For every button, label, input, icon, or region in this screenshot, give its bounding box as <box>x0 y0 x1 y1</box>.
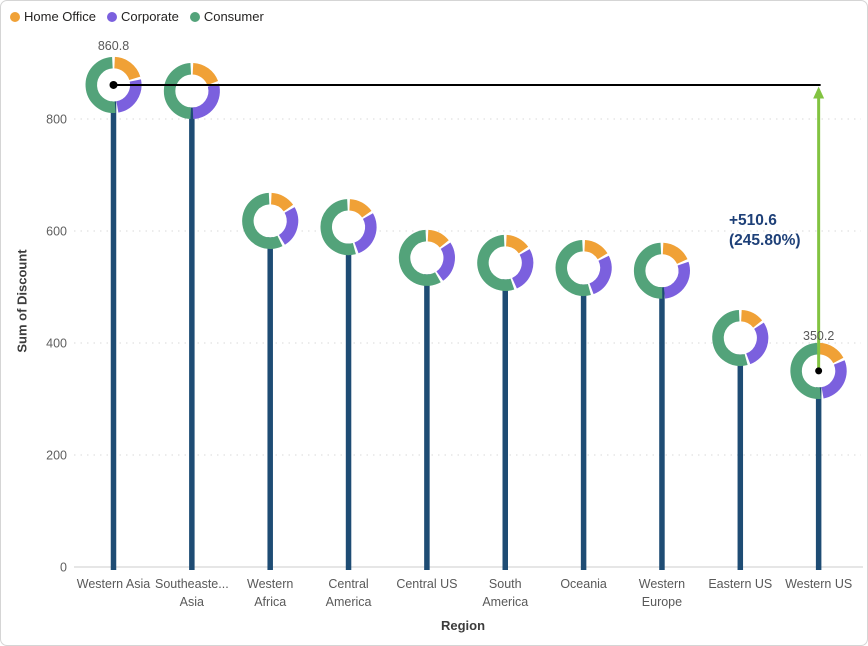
x-category-label-oceania: Oceania <box>560 577 607 591</box>
y-tick-label-200: 200 <box>46 449 67 463</box>
donut-segment-home-office-oceania[interactable] <box>583 239 608 260</box>
donut-segment-home-office-central-us[interactable] <box>427 229 449 248</box>
donut-hole <box>410 241 444 275</box>
donut-segment-consumer-western-africa[interactable] <box>242 192 283 249</box>
y-tick-label-0: 0 <box>60 561 67 575</box>
data-label-max: 860.8 <box>98 39 129 53</box>
min-point-dot <box>815 367 823 375</box>
donut-segment-home-office-western-africa[interactable] <box>270 192 294 212</box>
donut-segment-corporate-oceania[interactable] <box>589 255 612 295</box>
donut-segment-corporate-western-us[interactable] <box>821 360 847 399</box>
x-category-label-central-us: Central US <box>396 577 457 591</box>
legend-dot-consumer-icon <box>189 12 200 22</box>
donut-segment-consumer-southeastern-asia[interactable] <box>163 62 192 120</box>
legend-dot-home-office-icon <box>10 12 20 22</box>
x-category-label-eastern-us: Eastern US <box>708 577 772 591</box>
legend-label-home-office: Home Office <box>24 9 97 24</box>
donut-segment-home-office-south-america[interactable] <box>505 234 529 254</box>
donut-segment-consumer-central-us[interactable] <box>398 229 441 286</box>
legend-label-corporate: Corporate <box>121 9 179 24</box>
annotation-delta-value: +510.6 <box>729 212 777 229</box>
donut-segment-home-office-western-asia[interactable] <box>113 56 141 81</box>
x-axis-title: Region <box>440 618 486 633</box>
x-category-label-western-us: Western US <box>785 577 852 591</box>
y-tick-label-600: 600 <box>46 225 67 239</box>
donut-segment-corporate-central-america[interactable] <box>354 213 377 254</box>
donut-segment-corporate-western-europe[interactable] <box>663 261 690 299</box>
donut-hole <box>723 321 757 355</box>
donut-segment-home-office-eastern-us[interactable] <box>740 309 763 328</box>
data-label-min: 350.2 <box>803 329 834 343</box>
donut-hole <box>175 74 209 108</box>
legend: Home Office Corporate Consumer <box>10 9 264 25</box>
legend-item-home-office[interactable]: Home Office <box>10 9 96 25</box>
donut-segment-consumer-western-us[interactable] <box>790 342 821 399</box>
donut-segment-consumer-western-europe[interactable] <box>633 242 663 299</box>
legend-item-corporate[interactable]: Corporate <box>107 9 179 25</box>
donut-segment-home-office-western-europe[interactable] <box>662 242 688 265</box>
donut-segment-consumer-western-asia[interactable] <box>85 56 116 113</box>
donut-segment-corporate-eastern-us[interactable] <box>745 322 769 365</box>
donut-segment-consumer-eastern-us[interactable] <box>712 309 748 366</box>
donut-segment-corporate-southeastern-asia[interactable] <box>192 83 220 120</box>
donut-segment-home-office-central-america[interactable] <box>348 199 372 218</box>
donut-hole <box>332 210 366 244</box>
y-tick-label-400: 400 <box>46 337 67 351</box>
donut-segment-corporate-south-america[interactable] <box>511 249 534 289</box>
delta-arrow-head <box>813 86 825 99</box>
donut-hole <box>488 246 522 280</box>
donut-segment-consumer-central-america[interactable] <box>320 199 356 256</box>
x-category-label-southeastern-asia: Southeaste... Asia <box>155 577 229 609</box>
y-tick-label-800: 800 <box>46 113 67 127</box>
donut-hole <box>645 254 679 288</box>
legend-dot-corporate-icon <box>107 12 118 22</box>
x-category-label-central-america: Central America <box>326 577 372 609</box>
x-category-label-western-europe: Western Europe <box>639 577 685 609</box>
donut-hole <box>567 251 601 285</box>
donut-segment-home-office-southeastern-asia[interactable] <box>192 62 219 86</box>
donut-segment-corporate-western-africa[interactable] <box>278 207 299 245</box>
donut-segment-home-office-western-us[interactable] <box>819 342 844 364</box>
legend-label-consumer: Consumer <box>203 9 264 24</box>
max-point-dot <box>109 80 118 89</box>
donut-segment-corporate-central-us[interactable] <box>436 242 455 281</box>
x-category-label-western-africa: Western Africa <box>247 577 293 609</box>
legend-item-consumer[interactable]: Consumer <box>189 9 264 25</box>
donut-segment-consumer-south-america[interactable] <box>477 234 515 291</box>
annotation-delta-percent: (245.80%) <box>729 232 801 249</box>
donut-segment-consumer-oceania[interactable] <box>555 239 591 296</box>
x-category-label-south-america: South America <box>482 577 528 609</box>
donut-hole <box>253 204 287 238</box>
x-category-label-western-asia: Western Asia <box>77 577 150 591</box>
